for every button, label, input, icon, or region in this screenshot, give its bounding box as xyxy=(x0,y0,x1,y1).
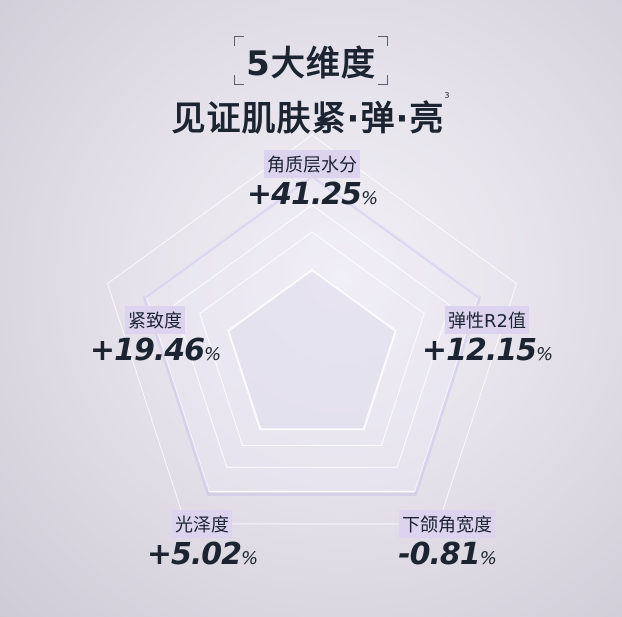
pentagon-ring xyxy=(173,204,451,468)
metric-jaw-angle-width: 下颌角宽度 -0.81% xyxy=(398,510,497,576)
pentagon-ring xyxy=(106,134,518,525)
headline: 5大维度 见证肌肤紧·弹·亮3 xyxy=(0,32,622,140)
pentagon-ring xyxy=(199,231,425,446)
metric-firmness: 紧致度 +19.46% xyxy=(90,306,221,372)
headline-line2: 见证肌肤紧·弹·亮3 xyxy=(171,91,451,139)
metric-elasticity-r2: 弹性R2值 +12.15% xyxy=(422,306,553,372)
pentagon-ring xyxy=(227,268,397,431)
footnote-marker: 3 xyxy=(444,91,451,100)
metric-stratum-corneum-hydration: 角质层水分 +41.25% xyxy=(247,150,378,216)
metric-radiance: 光泽度 +5.02% xyxy=(147,510,258,576)
pentagon-glow xyxy=(142,174,482,496)
headline-line1: 5大维度 xyxy=(234,32,388,89)
